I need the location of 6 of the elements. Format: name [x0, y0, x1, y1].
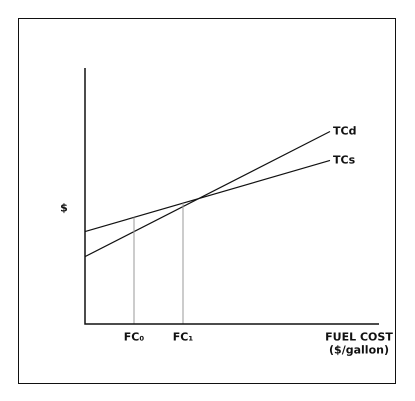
x-tick-label: FC₁ — [172, 330, 194, 344]
series-label: TCs — [333, 153, 356, 166]
x-axis-title: FUEL COST ($/gallon) — [325, 330, 394, 356]
series-label: TCd — [333, 124, 356, 138]
y-axis-title: $ — [60, 201, 68, 214]
x-tick-label: FC₀ — [124, 330, 144, 344]
